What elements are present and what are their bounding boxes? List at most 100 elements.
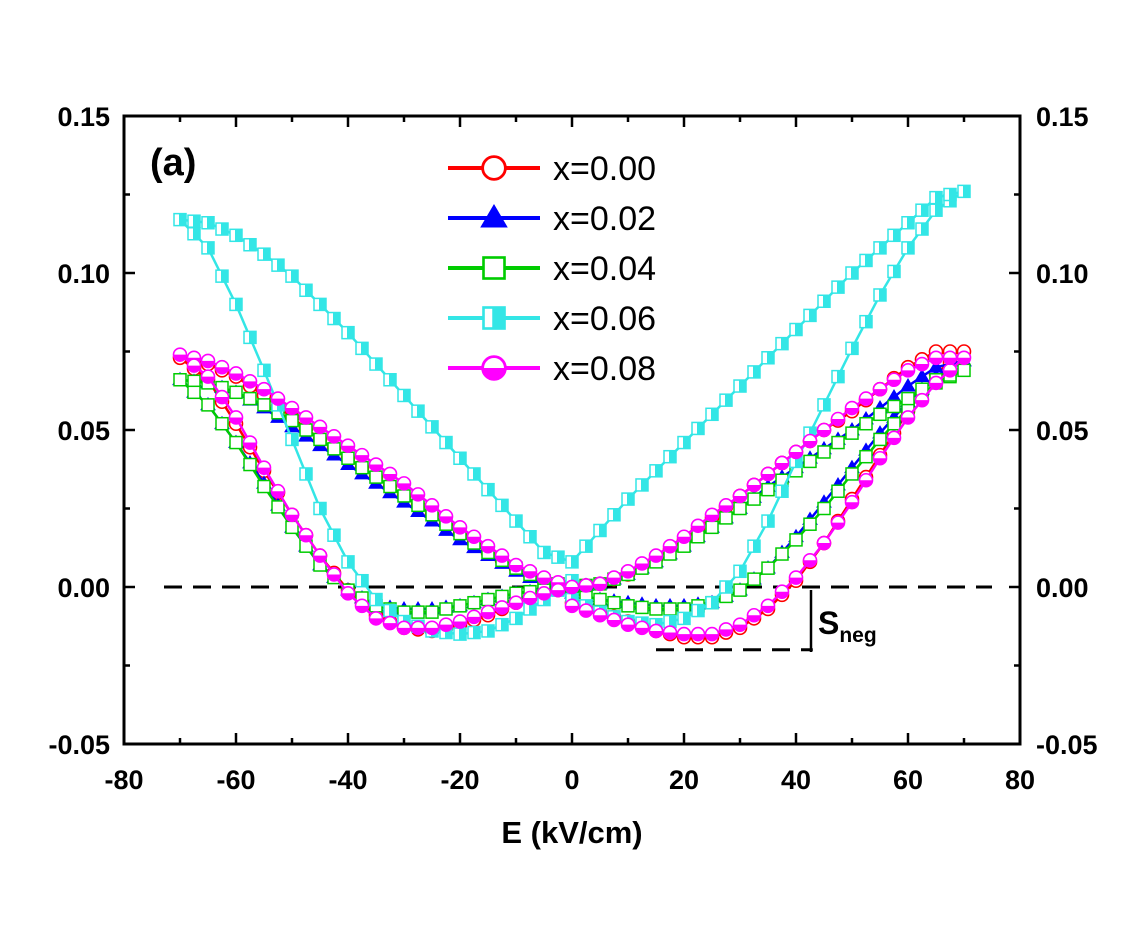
data-point — [634, 556, 650, 571]
data-point — [173, 212, 187, 227]
data-point — [452, 520, 468, 535]
data-point — [271, 258, 285, 272]
data-point — [956, 350, 972, 366]
data-point — [942, 363, 958, 378]
data-point — [928, 350, 944, 366]
data-point — [845, 467, 859, 481]
data-point — [452, 614, 468, 629]
legend-marker-glyph — [482, 256, 506, 280]
sneg-main: S — [818, 605, 839, 641]
data-point — [761, 482, 775, 497]
data-point — [509, 611, 523, 626]
data-point — [466, 529, 482, 545]
data-point — [355, 573, 369, 588]
data-point — [424, 498, 440, 513]
data-point — [270, 391, 286, 406]
data-point — [382, 466, 398, 482]
data-point — [662, 538, 678, 554]
data-point — [187, 385, 201, 400]
y-tick-label-left: 0.10 — [57, 259, 110, 289]
data-point — [774, 584, 790, 600]
data-point — [957, 363, 971, 378]
data-point — [187, 227, 201, 241]
data-point — [508, 595, 524, 611]
data-point — [536, 570, 552, 585]
data-point — [690, 626, 706, 642]
legend-marker — [481, 355, 507, 381]
data-point — [271, 500, 285, 514]
series-x=0.08 — [172, 347, 972, 642]
data-point — [872, 450, 888, 466]
data-point — [901, 391, 915, 406]
data-point — [607, 508, 621, 522]
data-point — [830, 411, 846, 427]
data-point — [704, 507, 720, 523]
data-point — [718, 498, 734, 513]
x-tick-label: -40 — [328, 765, 367, 795]
data-point — [845, 426, 859, 440]
data-point — [901, 241, 915, 255]
data-point — [621, 492, 635, 506]
data-point — [228, 410, 244, 425]
data-point — [900, 378, 916, 392]
y-tick-label-left: 0.15 — [57, 102, 110, 132]
data-point — [719, 511, 733, 525]
x-tick-label: 40 — [781, 765, 811, 795]
data-point — [242, 435, 258, 450]
data-point — [886, 430, 902, 446]
data-point — [439, 435, 453, 450]
data-point — [914, 356, 930, 372]
data-point — [172, 347, 188, 362]
data-point — [928, 359, 944, 373]
x-tick-label: 20 — [669, 765, 699, 795]
data-point — [186, 358, 202, 373]
data-point — [816, 535, 832, 551]
data-point — [201, 398, 215, 412]
data-point — [285, 269, 299, 283]
data-point — [214, 359, 230, 375]
series-layer — [172, 184, 972, 645]
data-point — [242, 374, 258, 389]
data-point — [467, 467, 481, 481]
data-point — [257, 247, 271, 261]
data-point — [606, 570, 622, 585]
data-point — [466, 609, 482, 625]
data-point — [467, 595, 481, 610]
series-x=0.06 — [173, 184, 971, 641]
data-point — [565, 555, 579, 569]
data-point — [914, 368, 930, 383]
data-point — [761, 351, 775, 365]
data-point — [229, 297, 243, 312]
data-point — [733, 501, 747, 516]
data-point — [355, 341, 369, 356]
data-point — [369, 592, 383, 607]
data-point — [257, 479, 271, 494]
legend-marker-glyph — [481, 355, 507, 381]
data-point — [943, 187, 957, 202]
data-point — [354, 447, 370, 463]
data-point — [621, 599, 635, 613]
data-point — [341, 325, 355, 340]
data-point — [887, 416, 901, 431]
data-point — [327, 442, 341, 456]
data-point — [312, 548, 328, 563]
data-point — [578, 603, 594, 618]
data-point — [200, 369, 216, 384]
legend-marker — [481, 155, 507, 181]
data-point — [607, 595, 621, 610]
data-point — [732, 488, 748, 504]
data-point — [648, 623, 664, 639]
y-tick-label-right: 0.00 — [1036, 573, 1089, 603]
data-point — [495, 617, 509, 632]
data-point — [914, 392, 930, 408]
data-point — [229, 385, 243, 400]
data-point — [200, 353, 216, 369]
data-point — [229, 435, 243, 450]
data-point — [691, 603, 705, 618]
data-point — [453, 627, 467, 641]
data-point — [397, 489, 411, 503]
data-point — [257, 398, 271, 412]
data-point — [733, 564, 747, 579]
data-point — [564, 579, 580, 595]
tick-labels: -80 -60 -40 -20 0 20 40 60 80-0.050.000.050.100.… — [48, 102, 1097, 795]
